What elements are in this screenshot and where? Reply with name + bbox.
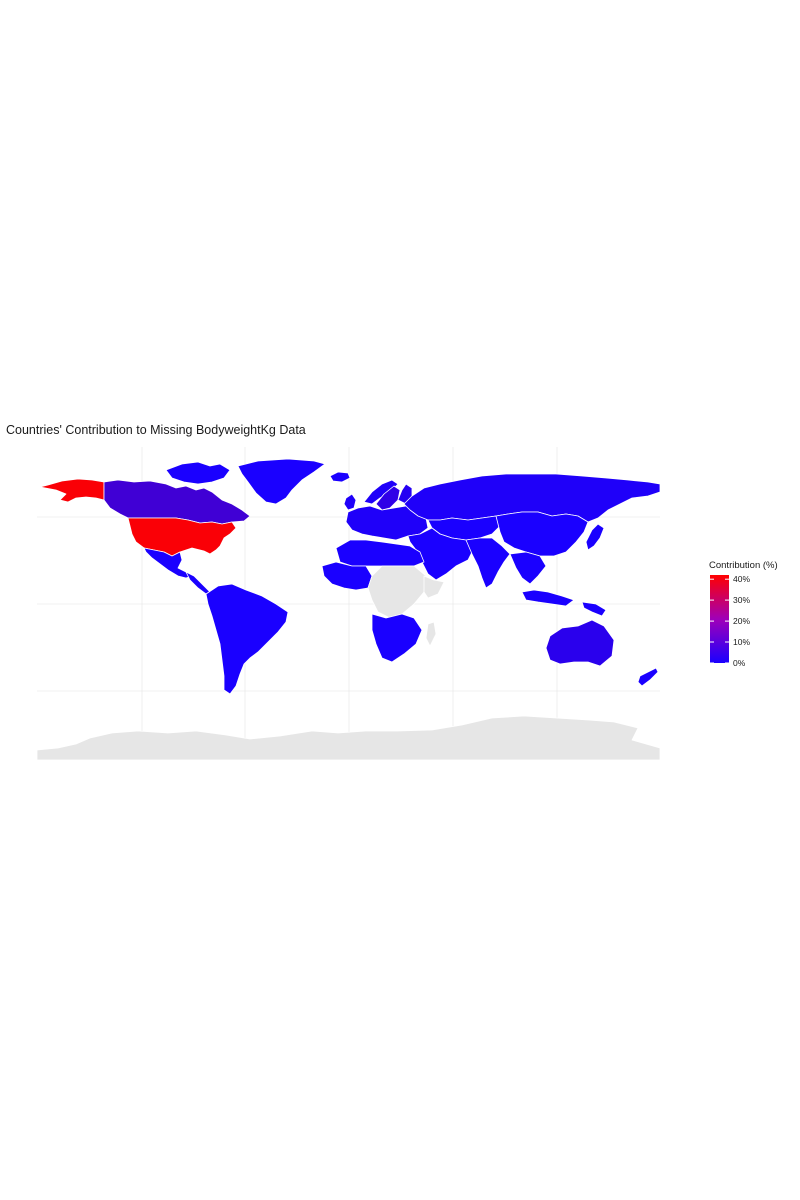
legend-color-bar [710, 575, 729, 663]
region-arctic-islands [165, 461, 231, 485]
region-greenland [237, 458, 326, 505]
region-norway [363, 479, 399, 505]
color-legend: Contribution (%) 40% 30% 20% 10% 0% [708, 560, 798, 670]
region-china [495, 511, 589, 557]
region-africa-central [367, 565, 427, 619]
region-canada [103, 479, 251, 525]
region-indonesia [521, 589, 575, 607]
map-title: Countries' Contribution to Missing Bodyw… [6, 423, 306, 437]
region-africa-west [321, 561, 373, 591]
legend-title: Contribution (%) [709, 560, 778, 571]
region-usa [127, 517, 237, 557]
legend-tick-label: 30% [733, 594, 751, 605]
legend-tick-label: 0% [733, 657, 746, 668]
country-shapes [36, 458, 661, 761]
region-australia [545, 619, 615, 667]
legend-tick-marks [710, 578, 729, 663]
region-africa-south [371, 613, 423, 663]
region-uk [343, 493, 357, 511]
region-horn-of-africa [423, 575, 445, 599]
legend-tick-label: 10% [733, 636, 751, 647]
region-antarctica [36, 715, 661, 761]
legend-tick-label: 40% [733, 573, 751, 584]
region-south-america [205, 583, 289, 695]
region-central-america [185, 571, 211, 595]
region-south-asia [465, 537, 511, 589]
region-new-zealand [637, 667, 659, 687]
region-iceland [329, 471, 351, 483]
region-new-guinea [581, 601, 607, 617]
region-africa-north [335, 539, 425, 567]
region-southeast-asia [509, 551, 547, 585]
legend-tick-label: 20% [733, 615, 751, 626]
region-japan [585, 523, 605, 551]
region-alaska [39, 478, 105, 503]
region-europe [345, 505, 429, 541]
region-madagascar [425, 621, 437, 647]
